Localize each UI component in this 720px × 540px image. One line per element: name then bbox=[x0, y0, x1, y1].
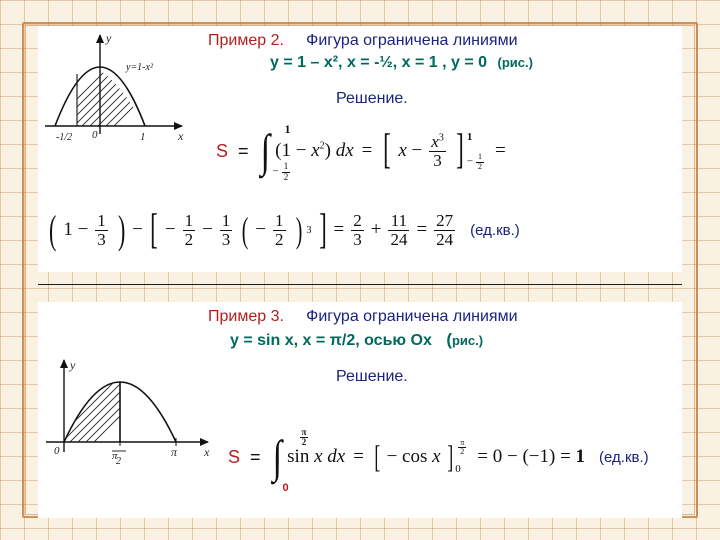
example2-S: S bbox=[216, 141, 228, 162]
svg-text:π: π bbox=[171, 445, 178, 459]
svg-text:y=1-x²: y=1-x² bbox=[125, 62, 154, 73]
svg-text:-1/2: -1/2 bbox=[56, 132, 72, 143]
svg-text:x: x bbox=[177, 129, 184, 143]
example2-chart-svg: y x 0 1 -1/2 bbox=[40, 30, 190, 148]
example3-bounds-row: y = sin x, x = π/2, осью Ox (рис.) bbox=[230, 330, 483, 350]
example2-block: Пример 2. Фигура ограничена линиями y = … bbox=[40, 26, 680, 272]
example3-bounds-suffix: рис.) bbox=[452, 333, 483, 348]
content-area: Пример 2. Фигура ограничена линиями y = … bbox=[40, 22, 680, 522]
example2-title: Пример 2. bbox=[208, 32, 284, 49]
svg-text:x: x bbox=[203, 445, 210, 459]
svg-text:1: 1 bbox=[140, 131, 146, 143]
section-divider bbox=[38, 284, 682, 285]
example3-intro: Фигура ограничена линиями bbox=[306, 308, 517, 325]
example2-eq1: = bbox=[238, 141, 249, 162]
example3-integral-sign: ∫ π2 0 bbox=[271, 434, 284, 480]
example2-title-row: Пример 2. Фигура ограничена линиями bbox=[208, 32, 518, 50]
example3-title: Пример 3. bbox=[208, 308, 284, 325]
example3-integral-row: S = ∫ π2 0 sin x dx = [ − cos x ] π20 = … bbox=[228, 434, 649, 480]
example3-solution-label: Решение. bbox=[336, 368, 408, 386]
svg-text:0: 0 bbox=[54, 445, 60, 457]
example3-S: S bbox=[228, 447, 240, 468]
example3-chart-svg: y x 0 π 2 π bbox=[40, 356, 218, 466]
example3-chart: y x 0 π 2 π bbox=[40, 356, 218, 466]
example3-eq1: = bbox=[250, 447, 261, 468]
svg-text:2: 2 bbox=[116, 456, 121, 466]
example2-integral-row: S = ∫ 1 −12 (1 − x2) dx = [ x − x33 ] 1−… bbox=[216, 128, 506, 174]
example2-integral-sign: ∫ 1 −12 bbox=[259, 128, 272, 174]
example2-evaluation-row: ( 1 − 13 ) − [ − 12 − 13 ( − 12 )3 ] = bbox=[46, 212, 520, 249]
example2-chart: y x 0 1 -1/2 bbox=[40, 30, 190, 148]
example3-bounds: y = sin x, x = π/2, осью Ox bbox=[230, 332, 432, 349]
svg-text:0: 0 bbox=[92, 129, 98, 141]
example2-bounds: y = 1 – x², x = -½, x = 1 , y = 0 bbox=[270, 54, 487, 71]
svg-text:y: y bbox=[105, 31, 112, 45]
example2-intro: Фигура ограничена линиями bbox=[306, 32, 517, 49]
example2-units: (ед.кв.) bbox=[470, 222, 520, 239]
page: Пример 2. Фигура ограничена линиями y = … bbox=[0, 0, 720, 540]
example3-block: Пример 3. Фигура ограничена линиями y = … bbox=[40, 302, 680, 518]
example2-bounds-suffix: (рис.) bbox=[497, 55, 532, 70]
example3-title-row: Пример 3. Фигура ограничена линиями bbox=[208, 308, 518, 326]
example2-bounds-row: y = 1 – x², x = -½, x = 1 , y = 0 (рис.) bbox=[270, 54, 533, 72]
svg-text:y: y bbox=[69, 358, 76, 372]
example2-solution-label: Решение. bbox=[336, 90, 408, 108]
example3-units: (ед.кв.) bbox=[599, 449, 649, 466]
